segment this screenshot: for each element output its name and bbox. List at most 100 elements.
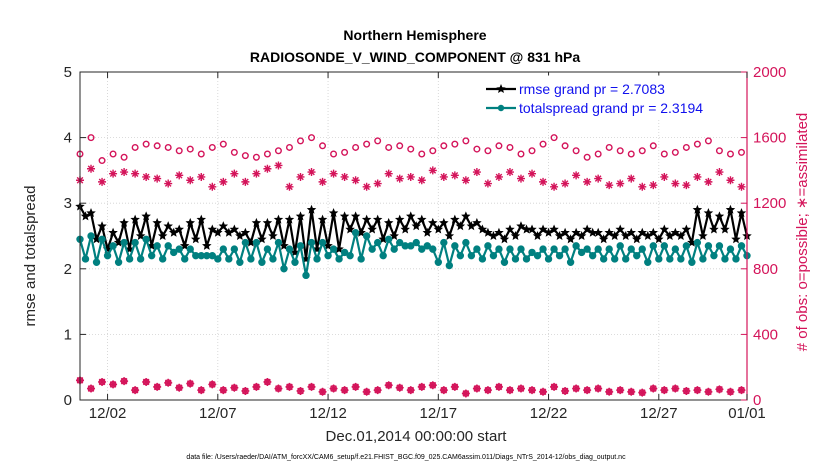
totalspread-point (517, 245, 525, 253)
totalspread-point (329, 245, 338, 253)
obs-possible-point (616, 147, 624, 155)
totalspread-point (153, 242, 161, 250)
rmse-point (665, 231, 675, 241)
obs-low-assimilated-point (539, 387, 548, 396)
obs-low-assimilated-point (516, 384, 525, 393)
rmse-point (361, 214, 372, 224)
obs-assimilated-point (671, 179, 680, 188)
rmse-point (643, 231, 653, 241)
rmse-point (554, 231, 565, 241)
totalspread-point (611, 255, 619, 263)
obs-possible-point (561, 142, 569, 150)
obs-assimilated-point (539, 177, 548, 186)
obs-possible-point (594, 150, 602, 158)
obs-possible-point (473, 145, 481, 153)
obs-low-assimilated-point (230, 383, 239, 392)
obs-low-assimilated-point (186, 379, 195, 388)
rmse-point (571, 227, 581, 237)
obs-possible-point (341, 148, 349, 156)
totalspread-point (649, 242, 657, 250)
rmse-point (676, 231, 686, 241)
totalspread-point (467, 251, 476, 260)
rmse-point (179, 240, 190, 250)
obs-low-assimilated-point (649, 384, 658, 393)
totalspread-point (539, 245, 547, 253)
totalspread-point (313, 255, 321, 263)
obs-possible-point (682, 143, 690, 151)
rmse-point (637, 227, 648, 237)
totalspread-point (699, 255, 707, 263)
rmse-point (494, 227, 504, 237)
obs-assimilated-point (483, 179, 492, 188)
rmse-point (163, 221, 173, 231)
rmse-point (499, 234, 510, 244)
totalspread-point (478, 255, 487, 263)
obs-assimilated-point (285, 182, 294, 191)
obs-low-assimilated-point (472, 384, 481, 393)
obs-possible-point (726, 150, 734, 158)
obs-assimilated-point (120, 168, 129, 177)
rmse-point (538, 224, 548, 234)
obs-assimilated-point (550, 182, 559, 191)
obs-possible-point (296, 137, 304, 145)
totalspread-point (285, 245, 294, 253)
obs-low-assimilated-point (737, 386, 746, 395)
totalspread-point (170, 248, 178, 257)
rmse-point (593, 227, 603, 237)
obs-assimilated-point (693, 172, 702, 181)
rmse-point (389, 231, 399, 241)
totalspread-point (710, 251, 718, 260)
obs-low-assimilated-point (307, 382, 316, 391)
rmse-point (731, 234, 741, 244)
obs-low-assimilated-point (660, 386, 669, 395)
totalspread-point (186, 245, 194, 253)
rmse-point (505, 224, 515, 234)
obs-possible-point (627, 150, 635, 158)
obs-low-assimilated-point (208, 380, 217, 389)
obs-possible-point (263, 150, 271, 158)
totalspread-point (114, 258, 123, 266)
obs-assimilated-point (87, 164, 96, 173)
totalspread-point (252, 238, 261, 247)
totalspread-point (644, 258, 652, 266)
totalspread-point (225, 255, 233, 263)
rmse-point (202, 240, 212, 250)
obs-assimilated-point (605, 181, 614, 190)
totalspread-point (147, 251, 156, 260)
obs-possible-point (660, 150, 668, 158)
rmse-point (295, 211, 306, 221)
obs-possible-point (583, 153, 591, 161)
totalspread-point (522, 255, 531, 263)
obs-low-assimilated-point (318, 387, 327, 396)
rmse-point (262, 217, 273, 227)
totalspread-point (715, 242, 724, 250)
y-tick-label-right: 1200 (753, 195, 786, 212)
totalspread-point (429, 245, 437, 253)
obs-low-assimilated-point (561, 386, 570, 395)
obs-possible-point (539, 140, 547, 148)
rmse-point (400, 224, 410, 234)
rmse-point (725, 204, 736, 214)
obs-low-assimilated-point (572, 384, 581, 393)
obs-assimilated-point (164, 179, 173, 188)
obs-assimilated-point (219, 177, 228, 186)
obs-assimilated-point (208, 182, 217, 191)
totalspread-point (219, 245, 228, 253)
obs-low-assimilated-point (153, 382, 162, 391)
obs-possible-point (131, 143, 139, 151)
rmse-point (268, 231, 278, 241)
obs-low-assimilated-point (373, 386, 382, 395)
obs-possible-point (528, 147, 536, 155)
totalspread-point (638, 245, 646, 253)
totalspread-point (142, 235, 150, 243)
obs-possible-point (715, 147, 723, 155)
obs-assimilated-point (197, 172, 206, 181)
totalspread-point (346, 251, 354, 260)
rmse-point (604, 227, 614, 237)
rmse-point (157, 231, 168, 241)
obs-possible-point (252, 153, 260, 161)
obs-low-assimilated-point (428, 381, 437, 390)
obs-low-assimilated-point (417, 382, 426, 391)
obs-possible-point (385, 143, 393, 151)
